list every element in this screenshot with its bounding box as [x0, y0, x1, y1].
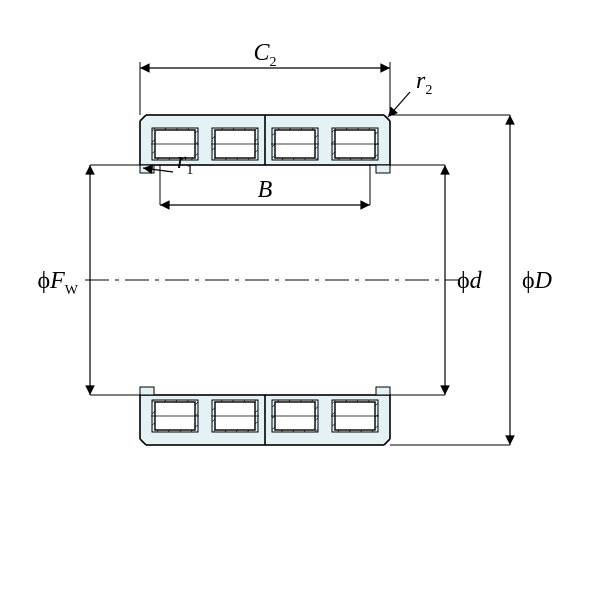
svg-text:ϕD: ϕD — [522, 268, 552, 294]
svg-text:B: B — [258, 177, 273, 203]
dim-r2 — [388, 92, 410, 117]
bearing-cross-section-diagram: C2Br1r2ϕFWϕdϕD — [0, 0, 600, 600]
svg-text:r2: r2 — [416, 68, 432, 98]
svg-text:C2: C2 — [253, 40, 276, 70]
svg-text:ϕd: ϕd — [457, 268, 483, 294]
svg-text:ϕFW: ϕFW — [37, 268, 78, 298]
